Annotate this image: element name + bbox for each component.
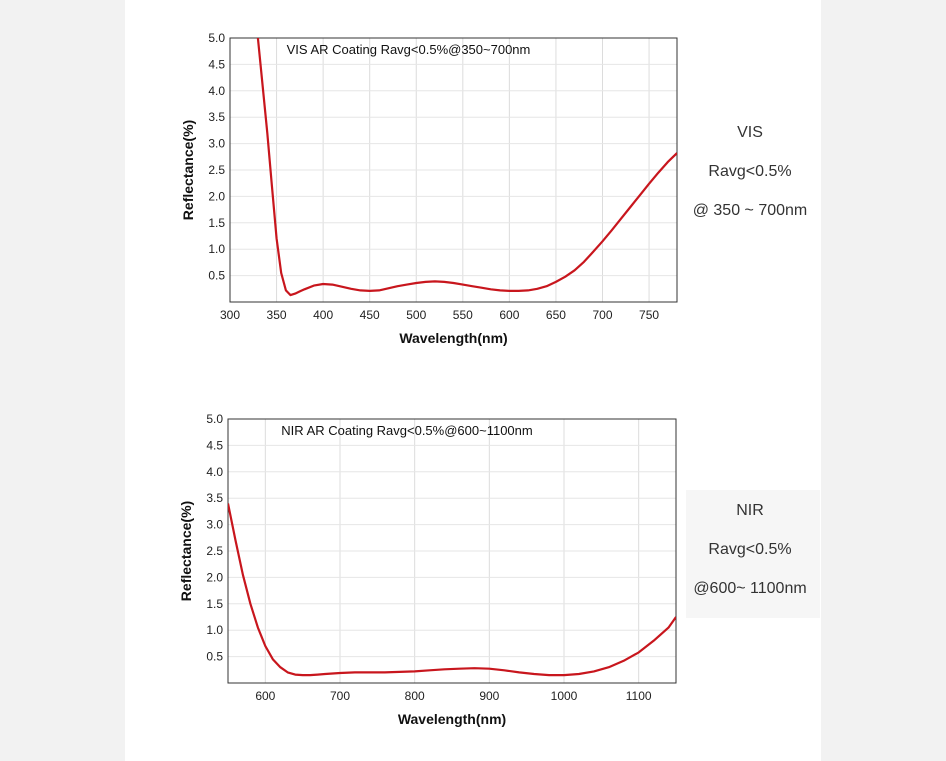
- vis-xtick-label: 700: [592, 308, 612, 322]
- vis-ytick-label: 2.0: [208, 189, 225, 203]
- nir-title: NIR AR Coating Ravg<0.5%@600~1100nm: [281, 423, 532, 438]
- vis-series-line: [256, 38, 677, 297]
- vis-ytick-label: 3.5: [208, 110, 225, 124]
- nir-xtick-label: 900: [479, 689, 499, 703]
- vis-ytick-label: 0.5: [208, 269, 225, 283]
- nir-xtick-label: 600: [255, 689, 275, 703]
- vis-xtick-label: 750: [639, 308, 659, 322]
- nir-note-line-2: Ravg<0.5%: [708, 541, 792, 558]
- nir-ytick-label: 2.0: [206, 570, 223, 584]
- vis-xtick-label: 600: [499, 308, 519, 322]
- vis-ytick-label: 2.5: [208, 163, 225, 177]
- nir-ytick-label: 2.5: [206, 544, 223, 558]
- vis-xtick-label: 500: [406, 308, 426, 322]
- nir-note-line-3: @600~ 1100nm: [693, 580, 807, 597]
- nir-ytick-label: 3.5: [206, 491, 223, 505]
- vis-xtick-label: 450: [360, 308, 380, 322]
- vis-ytick-label: 1.5: [208, 216, 225, 230]
- nir-note-background: [686, 490, 820, 618]
- figure-panel: [125, 0, 821, 761]
- nir-ylabel: Reflectance(%): [178, 501, 194, 601]
- nir-plot-frame: [227, 418, 677, 684]
- nir-ytick-label: 5.0: [206, 412, 223, 426]
- vis-note-line-1: VIS: [737, 124, 763, 141]
- vis-ytick-label: 1.0: [208, 242, 225, 256]
- vis-xtick-label: 300: [220, 308, 240, 322]
- vis-xtick-label: 650: [546, 308, 566, 322]
- vis-plot-frame: [229, 37, 678, 303]
- vis-xlabel: Wavelength(nm): [399, 330, 507, 346]
- nir-ytick-label: 1.0: [206, 623, 223, 637]
- nir-ytick-label: 4.0: [206, 465, 223, 479]
- vis-xtick-label: 550: [453, 308, 473, 322]
- vis-reflectance-chart: 300 350 400 450 500 550 600 650 700 750 0.5 1.0 1.5 2…: [180, 31, 678, 346]
- vis-ylabel: Reflectance(%): [180, 120, 196, 220]
- vis-ytick-label: 3.0: [208, 137, 225, 151]
- nir-note-line-1: NIR: [736, 502, 764, 519]
- vis-note-line-2: Ravg<0.5%: [708, 163, 792, 180]
- vis-xtick-label: 350: [267, 308, 287, 322]
- nir-xtick-label: 700: [330, 689, 350, 703]
- nir-xlabel: Wavelength(nm): [398, 711, 506, 727]
- vis-ytick-label: 4.5: [208, 57, 225, 71]
- nir-xtick-label: 1000: [551, 689, 578, 703]
- nir-xtick-label: 1100: [626, 689, 652, 703]
- vis-ytick-label: 4.0: [208, 84, 225, 98]
- nir-ytick-label: 3.0: [206, 518, 223, 532]
- nir-ytick-label: 0.5: [206, 650, 223, 664]
- vis-title: VIS AR Coating Ravg<0.5%@350~700nm: [287, 42, 531, 57]
- vis-note-line-3: @ 350 ~ 700nm: [692, 202, 808, 219]
- vis-ytick-label: 5.0: [208, 31, 225, 45]
- nir-ytick-label: 4.5: [206, 438, 223, 452]
- nir-series-line: [228, 503, 676, 677]
- nir-xtick-label: 800: [405, 689, 425, 703]
- nir-ytick-label: 1.5: [206, 597, 223, 611]
- vis-xtick-label: 400: [313, 308, 333, 322]
